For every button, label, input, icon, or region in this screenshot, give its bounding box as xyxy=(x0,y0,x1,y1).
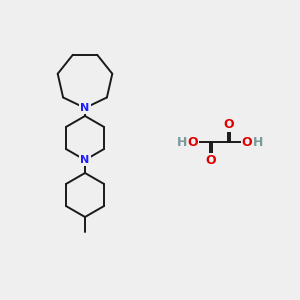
Text: N: N xyxy=(80,155,90,165)
Text: O: O xyxy=(224,118,234,130)
Text: O: O xyxy=(188,136,198,148)
Text: H: H xyxy=(177,136,187,148)
Text: O: O xyxy=(206,154,216,166)
Text: N: N xyxy=(80,103,90,113)
Text: O: O xyxy=(242,136,252,148)
Text: H: H xyxy=(253,136,263,148)
